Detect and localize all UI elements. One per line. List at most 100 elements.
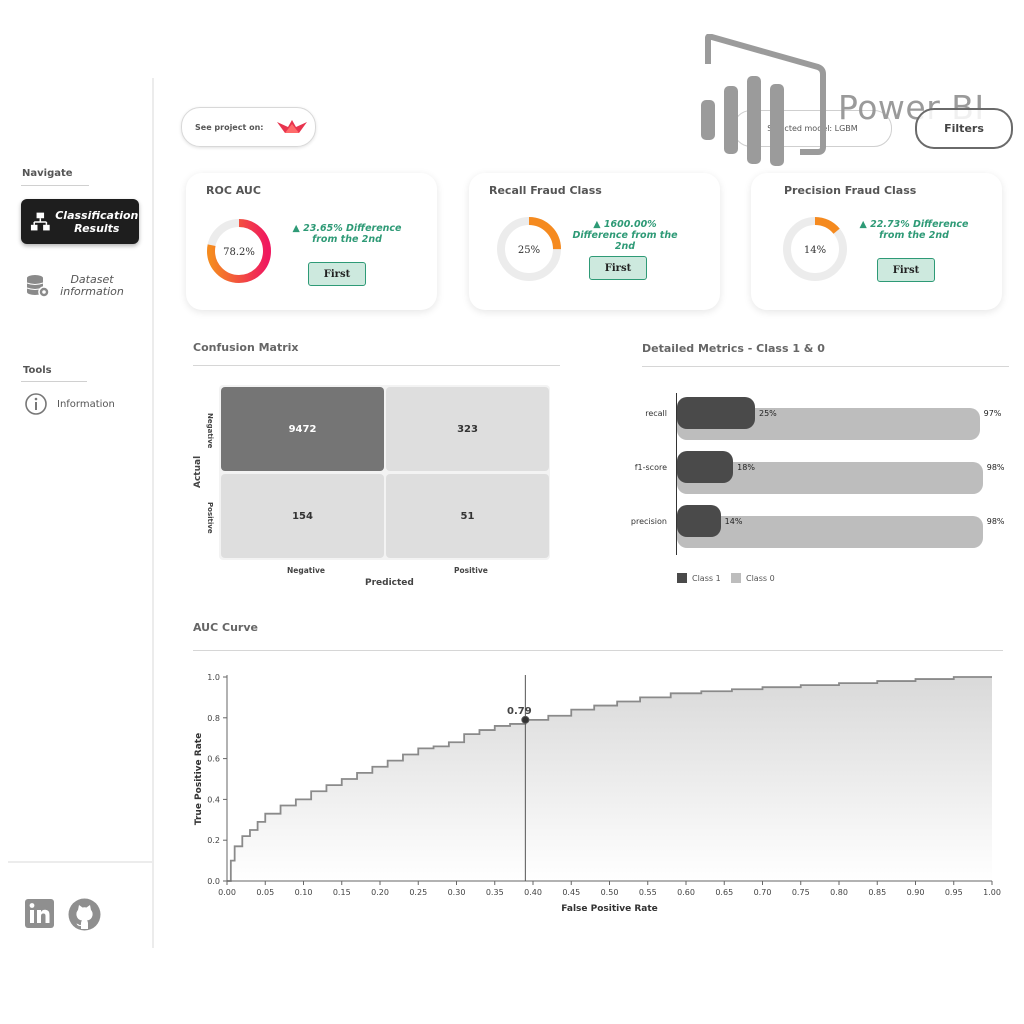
y-tick-label: 0.8 [207, 714, 220, 723]
bar-category-label: precision [630, 517, 667, 526]
marker-label: 0.79 [507, 706, 532, 717]
kpi-card-recall: Recall Fraud Class 25% ▲ 1600.00% Differ… [469, 173, 720, 310]
auc-curve-rule [193, 650, 1003, 651]
cm-cell-fn: 154 [221, 474, 384, 558]
sitemap-icon [30, 212, 50, 230]
nav-dataset-information[interactable]: Dataset information [24, 268, 144, 304]
kpi-title: Precision Fraud Class [784, 184, 917, 197]
x-tick-label: 0.35 [486, 888, 504, 897]
nav-label: Dataset information [60, 273, 124, 298]
x-tick-label: 0.50 [601, 888, 619, 897]
bar-class-1 [677, 451, 734, 483]
info-icon [25, 393, 47, 415]
nav-classification-results[interactable]: Classification Results [21, 199, 139, 244]
kpi-diff: ▲ 22.73% Difference from the 2nd [859, 219, 969, 241]
legend-label: Class 0 [746, 573, 775, 583]
auc-curve-chart: 0.00 0.05 0.10 0.15 0.20 0.25 0.30 0.35 0.40 0.45… [194, 673, 1001, 914]
bar-class-0 [677, 516, 983, 548]
bar-class-1 [677, 505, 721, 537]
kpi-diff: ▲ 23.65% Difference from the 2nd [292, 223, 402, 245]
filters-button[interactable]: Filters [915, 108, 1013, 149]
y-tick-label: 0.6 [207, 755, 220, 764]
bar-category-label: f1-score [634, 463, 667, 472]
powerbi-logo-icon [701, 34, 826, 166]
cm-cell-fp: 323 [386, 387, 549, 471]
linkedin-link[interactable] [25, 899, 54, 932]
nav-information[interactable]: Information [24, 392, 115, 416]
sidebar-footer-divider [8, 861, 152, 863]
bar-value-label: 18% [737, 463, 755, 472]
cm-row-label: Negative [206, 413, 214, 449]
confusion-matrix-rule [193, 365, 560, 366]
x-tick-label: 0.25 [409, 888, 427, 897]
kpi-rank-badge: First [589, 256, 647, 280]
linkedin-icon [25, 899, 54, 928]
y-axis-label: True Positive Rate [194, 733, 204, 825]
bar-axis [676, 393, 677, 555]
x-tick-label: 0.15 [333, 888, 351, 897]
bar-value-label: 14% [724, 517, 743, 526]
y-tick-label: 1.0 [207, 673, 220, 682]
kpi-donut: 78.2% [207, 219, 271, 283]
marker-point [521, 715, 530, 724]
x-tick-label: 0.80 [830, 888, 848, 897]
x-tick-label: 0.45 [562, 888, 580, 897]
x-tick-label: 0.70 [754, 888, 772, 897]
cm-y-axis-label: Actual [193, 455, 203, 488]
kpi-donut: 14% [783, 217, 847, 281]
y-tick-label: 0.4 [207, 795, 220, 804]
x-axis-label: False Positive Rate [561, 904, 658, 914]
detailed-metrics-title: Detailed Metrics - Class 1 & 0 [642, 342, 825, 355]
bar-value-label: 97% [983, 409, 1002, 418]
database-gear-icon [26, 275, 50, 298]
cm-cell-tp: 51 [386, 474, 549, 558]
kpi-rank-badge: First [308, 262, 366, 286]
y-tick-label: 0.2 [207, 836, 220, 845]
x-tick-label: 0.65 [715, 888, 733, 897]
auc-curve-title: AUC Curve [193, 621, 258, 634]
kpi-rank-badge: First [877, 258, 935, 282]
x-tick-label: 0.85 [868, 888, 886, 897]
cm-row-label: Positive [206, 502, 214, 534]
detailed-metrics-rule [642, 366, 1009, 367]
kpi-diff: ▲ 1600.00% Difference from the 2nd [572, 219, 678, 252]
x-tick-label: 0.60 [677, 888, 695, 897]
kpi-value: 25% [518, 245, 540, 256]
cm-col-label: Positive [454, 566, 488, 575]
kpi-title: ROC AUC [206, 184, 261, 197]
x-tick-label: 0.75 [792, 888, 810, 897]
bar-value-label: 98% [986, 463, 1005, 472]
auc-line [227, 676, 992, 882]
x-tick-label: 0.20 [371, 888, 389, 897]
bar-value-label: 25% [759, 409, 777, 418]
navigate-title: Navigate [22, 168, 73, 179]
legend-swatch [731, 573, 741, 583]
x-tick-label: 0.00 [218, 888, 236, 897]
see-project-label: See project on: [195, 122, 264, 132]
kpi-card-roc-auc: ROC AUC 78.2% ▲ 23.65% Difference from t… [186, 173, 437, 310]
nav-label: Classification Results [55, 208, 139, 235]
streamlit-icon [277, 120, 308, 133]
tools-title: Tools [23, 365, 52, 376]
navigate-rule [21, 185, 89, 186]
tools-rule [21, 381, 87, 382]
kpi-card-precision: Precision Fraud Class 14% ▲ 22.73% Diffe… [751, 173, 1002, 310]
github-link[interactable] [68, 898, 101, 935]
cm-cell-tn: 9472 [221, 387, 384, 471]
kpi-value: 14% [804, 245, 826, 256]
auc-area [227, 677, 992, 881]
kpi-value: 78.2% [223, 247, 255, 258]
x-tick-label: 0.10 [295, 888, 313, 897]
github-icon [68, 898, 101, 931]
x-tick-label: 0.90 [907, 888, 925, 897]
legend-class-1: Class 1 [677, 573, 721, 583]
bar-class-1 [677, 397, 755, 429]
x-tick-label: 1.00 [983, 888, 1001, 897]
legend-label: Class 1 [692, 573, 721, 583]
x-tick-label: 0.30 [448, 888, 466, 897]
cm-x-axis-label: Predicted [365, 578, 414, 588]
x-tick-label: 0.40 [524, 888, 542, 897]
y-tick-label: 0.0 [207, 877, 220, 886]
see-project-button[interactable]: See project on: [181, 107, 316, 147]
confusion-matrix-title: Confusion Matrix [193, 341, 299, 354]
